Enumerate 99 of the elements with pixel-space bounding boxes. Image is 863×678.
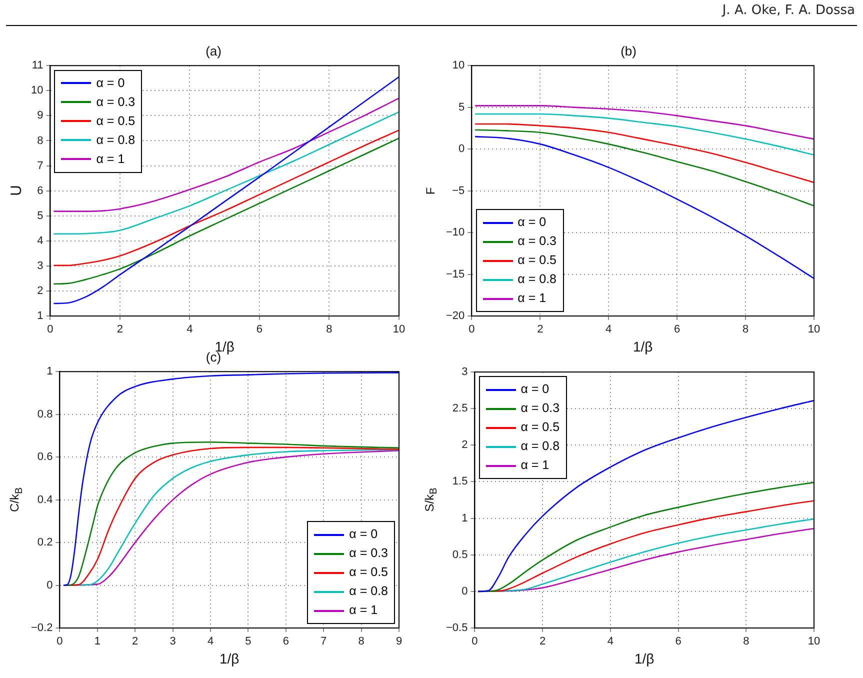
x-tick-label: 1	[94, 636, 100, 648]
legend-label: α = 0.3	[96, 94, 136, 111]
y-tick-label: 0	[46, 579, 53, 592]
x-tick-label: 6	[282, 636, 289, 648]
chart-title: (a)	[206, 43, 222, 58]
x-tick-label: 8	[742, 324, 749, 336]
x-tick-label: 2	[116, 324, 124, 336]
y-tick-label: 3	[37, 260, 44, 272]
line-series	[477, 482, 814, 592]
y-tick-label: 10	[30, 84, 44, 97]
y-tick-label: −15	[446, 268, 465, 280]
x-tick-label: 4	[207, 636, 214, 648]
y-tick-label: 1	[37, 310, 44, 322]
line-series	[62, 372, 399, 586]
y-tick-label: −20	[446, 310, 465, 322]
x-tick-label: 9	[396, 636, 402, 648]
legend-label: α = 0.5	[518, 252, 557, 269]
x-tick-label: 4	[186, 324, 193, 336]
y-tick-label: 2.5	[452, 402, 468, 415]
x-tick-label: 0	[472, 636, 478, 648]
y-tick-label: −5	[452, 184, 465, 197]
legend-label: α = 0	[520, 381, 550, 398]
y-tick-label: −10	[446, 226, 465, 239]
y-tick-label: 3	[462, 366, 468, 378]
x-axis-title: 1/β	[634, 650, 654, 666]
y-tick-label: 7	[37, 160, 44, 172]
x-tick-label: 5	[245, 636, 252, 648]
y-tick-label: 9	[37, 110, 44, 122]
y-tick-label: 5	[458, 101, 465, 114]
y-tick-label: 0.4	[37, 494, 53, 506]
y-tick-label: 11	[32, 60, 44, 72]
y-axis-title: U	[8, 185, 24, 196]
line-series	[53, 98, 399, 212]
x-tick-label: 10	[808, 636, 820, 648]
y-tick-label: 0.2	[37, 536, 53, 549]
legend-label: α = 0.3	[349, 545, 388, 562]
y-tick-label: 2	[37, 284, 44, 297]
legend-label: α = 1	[96, 150, 125, 168]
line-series	[474, 123, 814, 184]
x-axis-title: 1/β	[632, 338, 653, 354]
line-series	[53, 130, 399, 266]
y-tick-label: 5	[37, 210, 44, 222]
x-tick-label: 8	[743, 636, 750, 648]
legend-label: α = 0.8	[349, 583, 388, 600]
x-tick-label: 2	[537, 324, 544, 336]
legend-label: α = 0.5	[520, 419, 560, 436]
legend-label: α = 0.5	[96, 112, 136, 130]
line-series	[474, 105, 814, 140]
y-tick-label: 8	[37, 134, 44, 147]
x-tick-label: 10	[392, 324, 406, 336]
y-tick-label: 0.6	[37, 451, 53, 464]
y-tick-label: 4	[37, 234, 44, 247]
legend-label: α = 0	[96, 74, 125, 92]
y-tick-label: 1.5	[452, 476, 468, 488]
y-tick-label: 6	[37, 184, 44, 197]
y-tick-label: 1	[462, 512, 468, 524]
x-tick-label: 7	[320, 636, 327, 648]
y-tick-label: 1	[46, 366, 53, 378]
x-tick-label: 4	[607, 636, 614, 648]
legend-label: α = 1	[520, 457, 550, 474]
legend-label: α = 0.5	[349, 564, 388, 581]
y-tick-label: 0	[458, 143, 465, 156]
x-tick-label: 0	[56, 636, 63, 648]
y-tick-label: 0.8	[37, 408, 53, 420]
legend-label: α = 1	[518, 290, 546, 307]
y-tick-label: −0.2	[30, 622, 53, 634]
x-tick-label: 6	[675, 636, 682, 648]
legend-label: α = 0.8	[518, 271, 557, 288]
line-series	[474, 129, 814, 206]
legend-label: α = 0.8	[96, 132, 136, 149]
legend-label: α = 0.3	[518, 233, 557, 250]
line-series	[53, 111, 399, 235]
legend-label: α = 0.3	[520, 400, 560, 417]
x-tick-label: 4	[606, 324, 612, 336]
legend-label: α = 0.8	[520, 438, 560, 455]
x-tick-label: 10	[808, 324, 820, 336]
y-tick-label: 0	[462, 585, 468, 598]
y-tick-label: 2	[462, 439, 468, 452]
x-tick-label: 8	[326, 324, 332, 336]
x-axis-title: 1/β	[214, 338, 234, 354]
x-tick-label: 8	[358, 636, 364, 648]
x-tick-label: 6	[674, 324, 680, 336]
x-tick-label: 6	[256, 324, 263, 336]
chart-title: (b)	[620, 43, 636, 58]
line-series	[474, 113, 814, 156]
x-tick-label: 3	[170, 636, 176, 648]
y-axis-title: F	[424, 187, 438, 194]
y-tick-label: −0.5	[446, 622, 468, 634]
x-axis-title: 1/β	[219, 650, 240, 666]
y-tick-label: 10	[452, 60, 465, 72]
x-tick-label: 2	[132, 636, 138, 648]
legend-label: α = 0	[349, 526, 378, 543]
x-tick-label: 2	[540, 636, 546, 648]
line-series	[477, 400, 814, 592]
text: J. A. Oke, F. A. Dossa	[722, 3, 855, 18]
legend-label: α = 1	[349, 602, 378, 619]
legend-label: α = 0	[518, 214, 546, 231]
y-tick-label: 0.5	[452, 548, 468, 561]
line-series	[53, 76, 399, 304]
